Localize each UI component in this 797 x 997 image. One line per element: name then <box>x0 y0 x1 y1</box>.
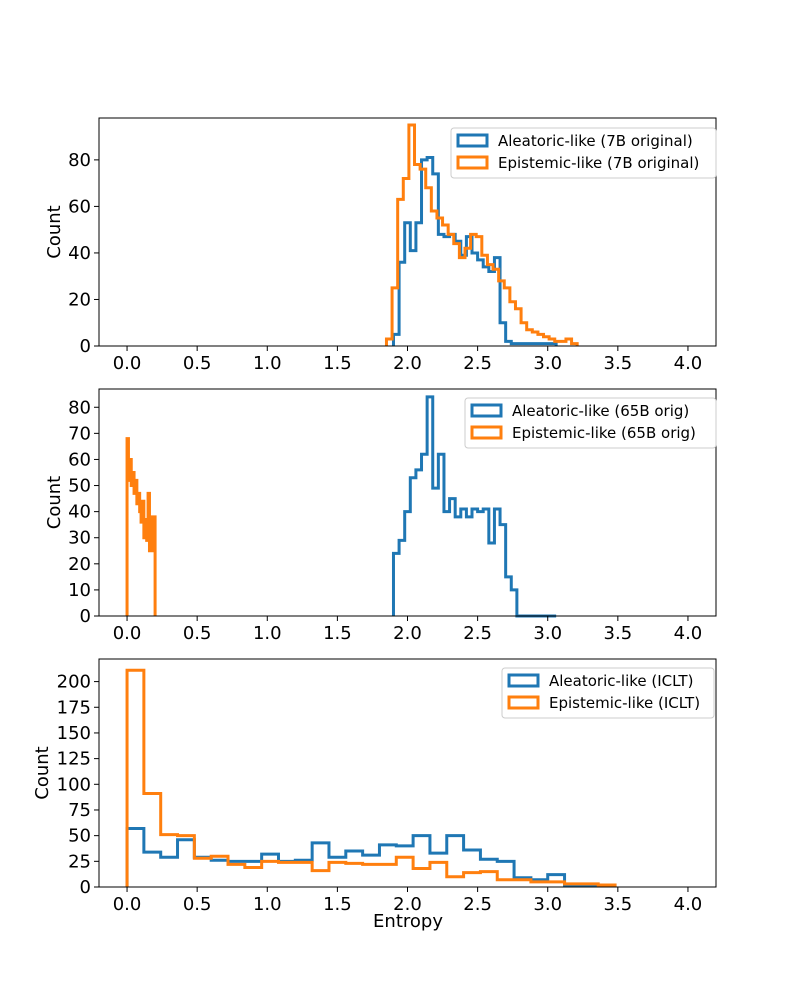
legend-label-epistemic: Epistemic-like (ICLT) <box>549 694 700 712</box>
y-tick-label: 0 <box>80 606 91 627</box>
y-tick-label: 75 <box>68 800 91 821</box>
y-tick-label: 50 <box>68 476 91 497</box>
x-tick-label: 4.0 <box>674 894 703 915</box>
x-tick-label: 3.0 <box>533 623 562 644</box>
x-tick-label: 4.0 <box>674 353 703 374</box>
legend-label-aleatoric: Aleatoric-like (65B orig) <box>512 402 689 420</box>
legend: Aleatoric-like (65B orig) Epistemic-like … <box>464 397 717 449</box>
y-tick-label: 125 <box>57 749 91 770</box>
y-tick-label: 175 <box>57 697 91 718</box>
legend-box <box>464 397 717 449</box>
legend-swatch-aleatoric <box>470 403 503 418</box>
x-tick-label: 3.5 <box>604 353 633 374</box>
x-tick-label: 1.0 <box>253 894 282 915</box>
y-tick-label: 80 <box>68 150 91 171</box>
x-axis-label: Entropy <box>373 911 443 932</box>
y-axis-label: Count <box>44 476 65 529</box>
y-tick-label: 40 <box>68 502 91 523</box>
x-tick-label: 1.5 <box>323 894 352 915</box>
legend-box <box>501 667 715 719</box>
histogram-series-aleatoric <box>391 156 558 346</box>
histogram-series-epistemic <box>125 437 157 616</box>
legend-label-epistemic: Epistemic-like (65B orig) <box>512 424 696 442</box>
legend-label-epistemic: Epistemic-like (7B original) <box>498 154 699 172</box>
x-tick-label: 3.0 <box>533 894 562 915</box>
legend-swatch-aleatoric <box>456 133 489 148</box>
x-tick-label: 0.5 <box>183 353 212 374</box>
x-tick-label: 0.0 <box>113 353 142 374</box>
y-tick-label: 0 <box>80 877 91 898</box>
x-tick-label: 1.5 <box>323 353 352 374</box>
y-tick-label: 0 <box>80 336 91 357</box>
x-tick-label: 3.5 <box>604 623 633 644</box>
x-tick-label: 2.0 <box>393 894 422 915</box>
histogram-series-aleatoric <box>391 395 557 618</box>
histogram-panel-iclt: 0.0 0.5 1.0 1.5 2.0 2.5 3.0 3.5 4.0 0 25 50 75 100 125… <box>32 658 717 915</box>
y-tick-label: 70 <box>68 423 91 444</box>
x-tick-label: 2.0 <box>393 353 422 374</box>
legend: Aleatoric-like (7B original) Epistemic-li… <box>450 127 717 179</box>
x-tick-label: 2.5 <box>463 353 492 374</box>
histogram-panel-7b: 0.0 0.5 1.0 1.5 2.0 2.5 3.0 3.5 4.0 0 20 40 60 80 Coun… <box>44 117 717 374</box>
x-tick-label: 2.0 <box>393 623 422 644</box>
y-tick-label: 20 <box>68 289 91 310</box>
x-tick-label: 1.0 <box>253 353 282 374</box>
histogram-panel-65b: 0.0 0.5 1.0 1.5 2.0 2.5 3.0 3.5 4.0 0 10 20 30 40 50 60… <box>44 388 717 644</box>
x-tick-label: 1.5 <box>323 623 352 644</box>
y-tick-label: 25 <box>68 851 91 872</box>
legend-swatch-epistemic <box>470 425 503 440</box>
x-tick-label: 1.0 <box>253 623 282 644</box>
y-tick-label: 80 <box>68 397 91 418</box>
legend-box <box>450 127 717 179</box>
x-tick-label: 0.0 <box>113 894 142 915</box>
x-tick-label: 3.5 <box>604 894 633 915</box>
y-tick-label: 200 <box>57 672 91 693</box>
y-tick-label: 60 <box>68 449 91 470</box>
y-tick-label: 150 <box>57 723 91 744</box>
y-tick-label: 40 <box>68 243 91 264</box>
y-tick-label: 100 <box>57 774 91 795</box>
legend-swatch-epistemic <box>507 695 540 710</box>
legend-swatch-epistemic <box>456 155 489 170</box>
y-tick-label: 10 <box>68 580 91 601</box>
legend: Aleatoric-like (ICLT) Epistemic-like (ICL… <box>501 667 715 719</box>
x-tick-label: 2.5 <box>463 894 492 915</box>
y-tick-label: 30 <box>68 528 91 549</box>
legend-label-aleatoric: Aleatoric-like (7B original) <box>498 132 693 150</box>
histogram-series-epistemic <box>125 668 617 887</box>
x-tick-label: 0.0 <box>113 623 142 644</box>
legend-label-aleatoric: Aleatoric-like (ICLT) <box>549 672 693 690</box>
y-axis-label: Count <box>32 746 53 799</box>
y-axis-label: Count <box>44 205 65 258</box>
x-tick-label: 4.0 <box>674 623 703 644</box>
y-tick-label: 50 <box>68 826 91 847</box>
x-tick-label: 0.5 <box>183 623 212 644</box>
x-tick-label: 2.5 <box>463 623 492 644</box>
y-tick-label: 60 <box>68 196 91 217</box>
legend-swatch-aleatoric <box>507 673 540 688</box>
histogram-series-epistemic <box>384 123 579 346</box>
x-tick-label: 0.5 <box>183 894 212 915</box>
x-tick-label: 3.0 <box>533 353 562 374</box>
y-tick-label: 20 <box>68 554 91 575</box>
